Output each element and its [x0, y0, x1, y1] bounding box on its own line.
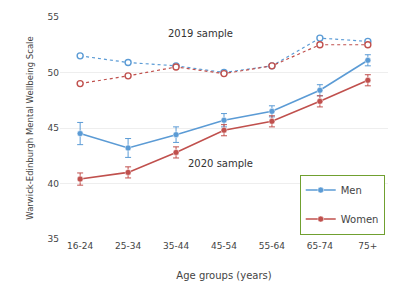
- svg-text:2019 sample: 2019 sample: [168, 28, 233, 39]
- svg-text:35: 35: [48, 234, 59, 244]
- svg-text:45-54: 45-54: [211, 241, 237, 251]
- svg-text:Warwick-Edinburgh Mental Wellb: Warwick-Edinburgh Mental Wellbeing Scale: [25, 36, 35, 219]
- svg-text:40: 40: [48, 179, 60, 189]
- svg-text:Age groups (years): Age groups (years): [176, 270, 271, 281]
- svg-text:16-24: 16-24: [67, 241, 93, 251]
- svg-text:Women: Women: [341, 214, 379, 225]
- svg-text:25-34: 25-34: [115, 241, 141, 251]
- svg-text:35-44: 35-44: [163, 241, 189, 251]
- svg-text:55: 55: [48, 12, 59, 22]
- svg-text:75+: 75+: [358, 241, 377, 251]
- svg-text:65-74: 65-74: [307, 241, 333, 251]
- svg-text:45: 45: [48, 123, 59, 133]
- svg-text:2020 sample: 2020 sample: [188, 158, 253, 169]
- svg-text:55-64: 55-64: [259, 241, 285, 251]
- svg-text:Men: Men: [341, 185, 362, 196]
- svg-text:50: 50: [48, 68, 60, 78]
